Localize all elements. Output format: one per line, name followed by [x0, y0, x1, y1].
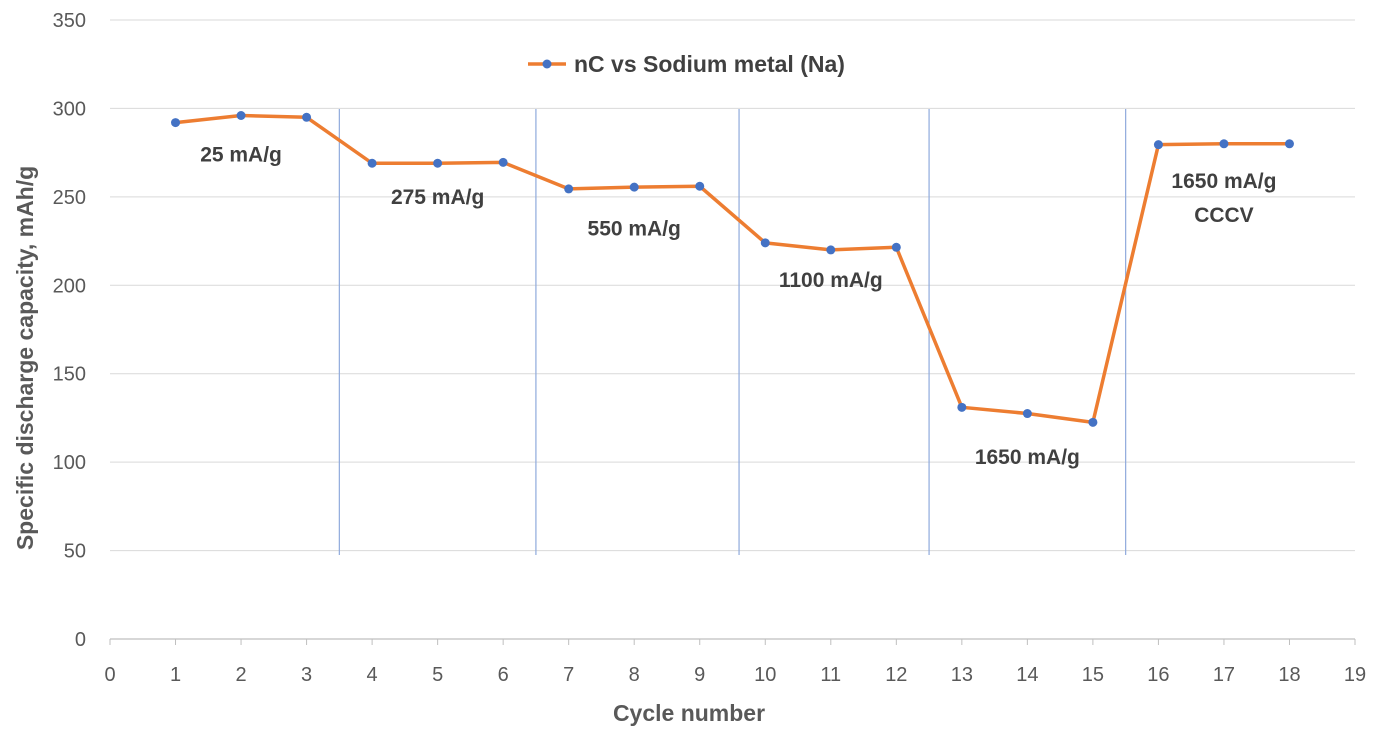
x-tick-label: 1 [170, 664, 181, 686]
data-point [826, 245, 836, 255]
y-tick-label: 150 [53, 364, 86, 386]
data-point [1284, 139, 1294, 149]
data-point [1022, 409, 1032, 419]
rate-annotation: 1650 mA/g [975, 446, 1080, 469]
x-tick-label: 13 [951, 664, 973, 686]
y-tick-label: 300 [53, 98, 86, 120]
y-tick-label: 50 [64, 541, 86, 563]
rate-dividers [338, 109, 1127, 555]
legend: nC vs Sodium metal (Na) [528, 51, 845, 77]
data-point [629, 182, 639, 192]
x-tick-label: 0 [104, 664, 115, 686]
data-point [564, 184, 574, 194]
data-point [171, 118, 181, 128]
series-line [175, 113, 1290, 425]
data-point [891, 242, 901, 252]
rate-annotation: 1650 mA/g [1171, 170, 1276, 193]
x-tick-label: 6 [498, 664, 509, 686]
y-tick-label: 250 [53, 187, 86, 209]
x-tick-label: 7 [563, 664, 574, 686]
data-point [302, 112, 312, 122]
data-point [498, 157, 508, 167]
legend-label: nC vs Sodium metal (Na) [574, 51, 845, 77]
y-tick-label: 100 [53, 452, 86, 474]
y-tick-labels: 0 50 100 150 200 250 300 350 [53, 10, 86, 651]
x-tick-label: 18 [1278, 664, 1300, 686]
y-tick-label: 350 [53, 10, 86, 32]
data-point [1219, 139, 1229, 149]
x-tick-label: 16 [1147, 664, 1169, 686]
annotations: 25 mA/g 275 mA/g 550 mA/g 1100 mA/g 1650 mA/… [200, 143, 1276, 468]
x-tick-label: 8 [629, 664, 640, 686]
x-tick-labels: 0 1 2 3 4 5 6 7 8 9 10 11 12 13 14 15 16 17 18 19 [104, 664, 1366, 686]
data-point [1088, 417, 1098, 427]
x-tick-label: 2 [235, 664, 246, 686]
x-tick-label: 9 [694, 664, 705, 686]
x-tick-label: 17 [1213, 664, 1235, 686]
x-axis [109, 638, 1356, 645]
data-point [760, 238, 770, 248]
data-point [695, 181, 705, 191]
gridlines [110, 19, 1355, 552]
y-tick-label: 0 [75, 629, 86, 651]
y-axis-title: Specific discharge capacity, mAh/g [12, 166, 38, 550]
x-tick-label: 5 [432, 664, 443, 686]
rate-annotation: 1100 mA/g [779, 269, 883, 292]
series [171, 111, 1294, 427]
x-axis-title: Cycle number [613, 700, 765, 726]
x-tick-label: 3 [301, 664, 312, 686]
legend-marker [542, 59, 552, 69]
rate-annotation: 275 mA/g [391, 186, 484, 209]
data-point [1153, 140, 1163, 150]
rate-annotation: 25 mA/g [200, 143, 282, 166]
y-tick-label: 200 [53, 275, 86, 297]
x-tick-label: 12 [885, 664, 907, 686]
data-point [957, 402, 967, 412]
rate-annotation: CCCV [1194, 204, 1254, 227]
x-tick-label: 14 [1016, 664, 1038, 686]
x-tick-label: 11 [820, 664, 841, 686]
data-point [367, 158, 377, 168]
x-tick-label: 19 [1344, 664, 1366, 686]
rate-annotation: 550 mA/g [588, 218, 681, 241]
x-tick-label: 4 [367, 664, 378, 686]
data-point [433, 158, 443, 168]
x-tick-label: 10 [754, 664, 776, 686]
data-point [236, 111, 246, 121]
x-tick-label: 15 [1082, 664, 1104, 686]
